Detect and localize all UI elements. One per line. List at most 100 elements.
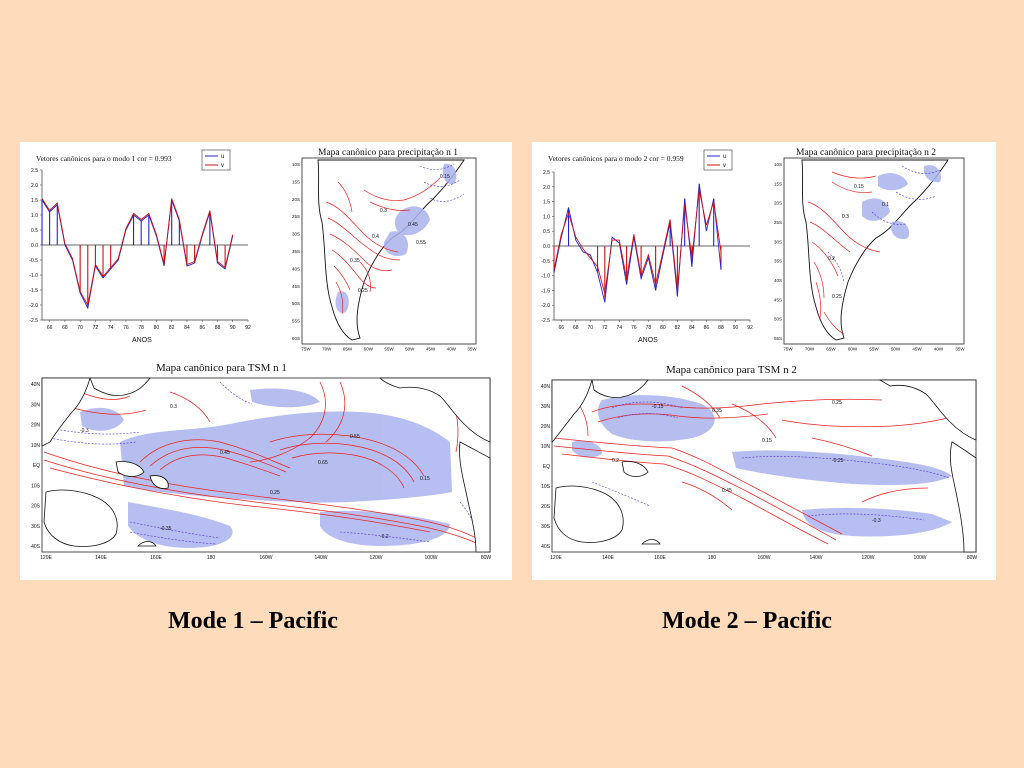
x-tick-label: 66	[558, 325, 564, 331]
x-tick-label: 78	[646, 325, 652, 331]
contour-value-label: 0.2	[828, 256, 835, 262]
series-line-v	[553, 189, 722, 294]
mode1-timeseries: Vetores canônicos para o modo 1 cor = 0.…	[29, 149, 251, 344]
lat-label: 40N	[541, 384, 551, 390]
x-tick-label: 92	[245, 325, 251, 331]
lon-label: 120W	[861, 555, 874, 561]
y-tick-label: 0.5	[31, 228, 38, 234]
x-tick-label: 88	[718, 325, 724, 331]
lat-label: 30S	[774, 239, 782, 244]
negative-contours	[591, 401, 951, 521]
value-labels: 0.3 0.2 0.1 0.15 0.25	[828, 184, 889, 300]
lat-label: 40N	[31, 382, 41, 388]
lon-label: 45W	[426, 347, 436, 352]
x-tick-label: 86	[199, 325, 205, 331]
series-line-v	[41, 198, 234, 307]
y-tick-label: -1.0	[29, 273, 38, 279]
contour-value-label: 0.35	[712, 408, 722, 414]
positive-contours	[325, 177, 441, 315]
lat-label: 25S	[774, 220, 782, 225]
plot-area: 2.5 2.0 1.5 1.0 0.5 0.0 -0.5 -1.0 -1.5 -2.0 -2.5 66…	[29, 168, 251, 331]
x-tick-label: 76	[631, 325, 637, 331]
y-tick-label: -0.5	[29, 258, 38, 264]
land-outlines	[551, 379, 977, 553]
contour-value-label: 0.1	[882, 202, 889, 208]
map-frame	[783, 157, 965, 345]
contour-value-label: 0.15	[854, 184, 864, 190]
contour-value-label: -0.2	[380, 534, 389, 540]
lon-label: 120W	[369, 555, 382, 561]
contour-value-label: 0.2	[612, 458, 619, 464]
x-tick-label: 70	[588, 325, 594, 331]
lon-label: 55W	[869, 347, 879, 352]
caption-mode2: Mode 2 – Pacific	[662, 608, 832, 634]
lon-label: 160E	[654, 555, 666, 561]
lon-label: 65W	[826, 347, 836, 352]
lat-label: 40S	[774, 278, 782, 283]
latitude-labels: 40N 30N 20N 10N EQ 10S 20S 30S 40S	[541, 384, 551, 550]
legend-label: v	[221, 163, 224, 169]
x-tick-label: 82	[675, 325, 681, 331]
x-tick-label: 92	[747, 325, 753, 331]
positive-contours	[553, 385, 963, 545]
mode2-tsm-map: Mapa canônico para TSM n 2	[541, 364, 978, 561]
y-tick-label: 1.5	[31, 198, 38, 204]
x-tick-label: 84	[184, 325, 190, 331]
y-tick-label: 0.5	[543, 229, 550, 235]
x-tick-label: 74	[617, 325, 623, 331]
negative-contours	[827, 165, 941, 283]
y-tick-label: -2.0	[29, 303, 38, 309]
lat-label: 15S	[774, 181, 782, 186]
x-tick-label: 72	[93, 325, 99, 331]
lon-label: 60W	[364, 347, 374, 352]
lat-label: 20N	[31, 423, 41, 429]
lon-label: 140W	[809, 555, 822, 561]
contour-value-label: -0.25	[832, 458, 844, 464]
lon-label: 120E	[40, 555, 52, 561]
lon-label: 180	[207, 555, 216, 561]
lat-label: 35S	[774, 259, 782, 264]
contour-value-label: -0.35	[160, 526, 172, 532]
contour-value-label: 0.3	[170, 404, 177, 410]
y-tick-label: -1.0	[541, 274, 550, 280]
lat-label: EQ	[33, 463, 40, 469]
longitude-labels: 75W 70W 65W 60W 55W 50W 45W 40W 35W	[301, 347, 477, 352]
lat-label: 20S	[541, 504, 551, 510]
x-tick-label: 86	[704, 325, 710, 331]
legend-label: u	[723, 154, 726, 160]
lon-label: 80W	[967, 555, 978, 561]
x-tick-label: 80	[660, 325, 666, 331]
lon-label: 180	[708, 555, 717, 561]
longitude-labels: 75W 70W 65W 60W 55W 50W 45W 40W 35W	[783, 347, 965, 352]
lon-label: 140E	[95, 555, 107, 561]
legend: u v	[201, 149, 231, 171]
lat-label: 40S	[31, 544, 41, 550]
lon-label: 120E	[550, 555, 562, 561]
x-tick-label: 68	[573, 325, 579, 331]
x-tick-label: 70	[77, 325, 83, 331]
legend-label: u	[221, 154, 224, 160]
mode2-timeseries: Vetores canônicos para o modo 2 cor = 0.…	[541, 149, 753, 344]
lat-label: 30S	[31, 524, 41, 530]
legend-label: v	[723, 163, 726, 169]
lon-label: 75W	[783, 347, 793, 352]
lat-label: 45S	[292, 284, 300, 289]
y-tick-label: -2.5	[541, 318, 550, 324]
lon-label: 100W	[913, 555, 926, 561]
contour-value-label: -0.3	[80, 428, 89, 434]
contour-value-label: 0.25	[832, 294, 842, 300]
x-tick-label: 82	[169, 325, 175, 331]
lon-label: 55W	[384, 347, 394, 352]
lat-label: 55S	[292, 319, 300, 324]
x-tick-label: 90	[230, 325, 236, 331]
x-tick-label: 84	[689, 325, 695, 331]
negative-contours	[419, 163, 465, 202]
contour-value-label: 0.25	[358, 288, 368, 294]
contour-value-label: 0.3	[380, 208, 387, 214]
lat-label: 10S	[774, 162, 782, 167]
contour-value-label: 0.45	[722, 488, 732, 494]
contour-value-label: 0.25	[832, 400, 842, 406]
lon-label: 50W	[891, 347, 901, 352]
x-tick-label: 66	[47, 325, 53, 331]
lon-label: 40W	[934, 347, 944, 352]
